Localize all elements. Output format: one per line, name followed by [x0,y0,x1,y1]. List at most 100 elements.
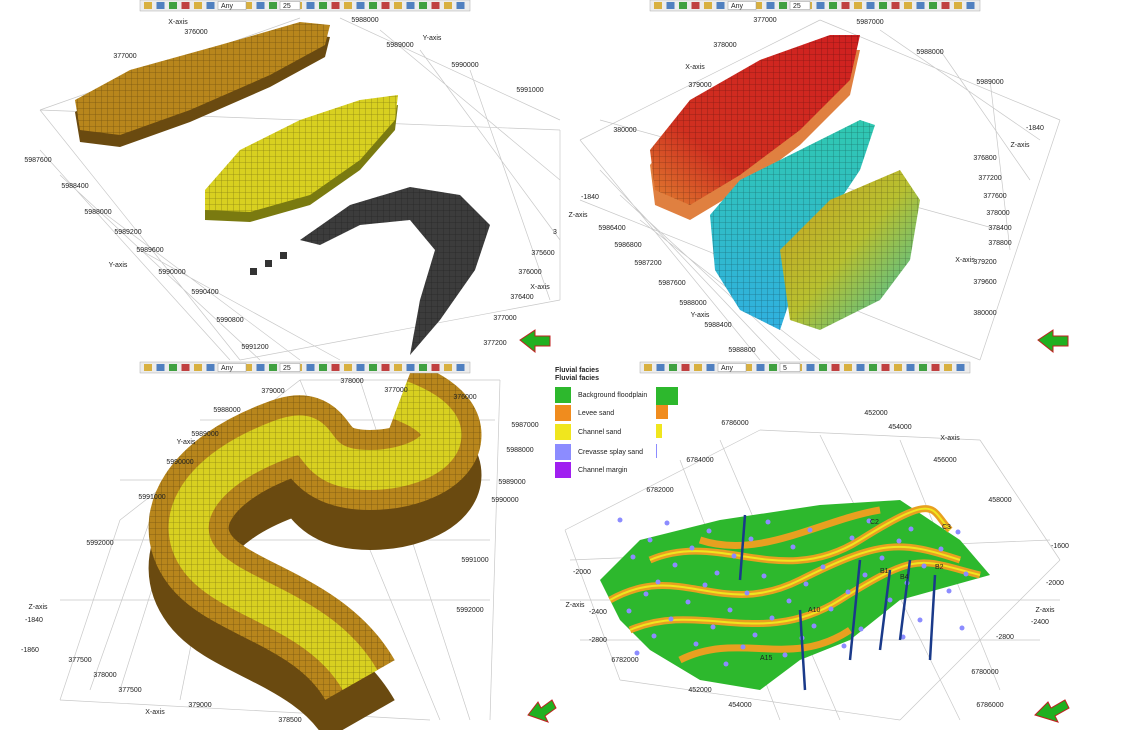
toolbar-icon[interactable] [431,2,440,9]
toolbar-icon[interactable] [356,2,365,9]
toolbar-icon[interactable] [779,2,787,9]
toolbar-icon[interactable] [406,2,415,9]
toolbar-icon[interactable] [879,2,887,9]
toolbar-icon[interactable] [766,2,775,9]
toolbar-icon[interactable] [769,364,777,371]
toolbar-icon[interactable] [381,2,390,9]
toolbar-icon[interactable] [256,364,265,371]
toolbar-icon[interactable] [331,364,340,371]
filter-box[interactable] [217,1,247,10]
toolbar-icon[interactable] [244,2,252,9]
axis-label: X-axis [168,19,188,26]
toolbar-icon[interactable] [854,2,862,9]
toolbar-icon[interactable] [331,2,340,9]
filter-box[interactable] [727,1,757,10]
toolbar-icon[interactable] [704,2,712,9]
toolbar-icon[interactable] [381,364,390,371]
toolbar-icon[interactable] [369,364,377,371]
toolbar-icon[interactable] [654,2,662,9]
toolbar-icon[interactable] [444,364,452,371]
toolbar-icon[interactable] [754,2,762,9]
toolbar-icon[interactable] [156,364,165,371]
toolbar-icon[interactable] [829,2,837,9]
toolbar-icon[interactable] [956,364,965,371]
toolbar-icon[interactable] [894,364,902,371]
splay-dot [862,572,868,578]
toolbar-icon[interactable] [881,364,890,371]
size-box[interactable] [779,363,801,372]
size-box[interactable] [279,1,301,10]
toolbar-icon[interactable] [144,364,152,371]
toolbar-icon[interactable] [819,364,827,371]
toolbar-icon[interactable] [344,364,352,371]
toolbar-icon[interactable] [181,2,190,9]
toolbar-icon[interactable] [256,2,265,9]
filter-box[interactable] [217,363,247,372]
toolbar-icon[interactable] [156,2,165,9]
toolbar-icon[interactable] [394,2,402,9]
toolbar-icon[interactable] [431,364,440,371]
axis-label: Y-axis [177,439,196,446]
toolbar-icon[interactable] [169,2,177,9]
toolbar-icon[interactable] [816,2,825,9]
toolbar-icon[interactable] [356,364,365,371]
toolbar-icon[interactable] [869,364,877,371]
toolbar-icon[interactable] [406,364,415,371]
toolbar-icon[interactable] [919,364,927,371]
toolbar-icon[interactable] [941,2,950,9]
toolbar-icon[interactable] [706,364,715,371]
toolbar-icon[interactable] [931,364,940,371]
toolbar-icon[interactable] [906,364,915,371]
toolbar-icon[interactable] [756,364,765,371]
toolbar-icon[interactable] [891,2,900,9]
toolbar-icon[interactable] [444,2,452,9]
toolbar-icon[interactable] [244,364,252,371]
toolbar-icon[interactable] [306,364,315,371]
toolbar-icon[interactable] [144,2,152,9]
toolbar-icon[interactable] [194,364,202,371]
toolbar-icon[interactable] [694,364,702,371]
toolbar-icon[interactable] [419,364,427,371]
toolbar-icon[interactable] [844,364,852,371]
toolbar-icon[interactable] [319,2,327,9]
toolbar-icon[interactable] [916,2,925,9]
toolbar-icon[interactable] [954,2,962,9]
toolbar-icon[interactable] [904,2,912,9]
toolbar-icon[interactable] [841,2,850,9]
toolbar-icon[interactable] [319,364,327,371]
filter-box[interactable] [717,363,747,372]
toolbar-icon[interactable] [206,364,215,371]
toolbar-icon[interactable] [806,364,815,371]
toolbar-icon[interactable] [169,364,177,371]
toolbar-icon[interactable] [681,364,690,371]
toolbar-icon[interactable] [944,364,952,371]
toolbar-icon[interactable] [679,2,687,9]
toolbar-icon[interactable] [716,2,725,9]
toolbar-icon[interactable] [929,2,937,9]
toolbar-icon[interactable] [656,364,665,371]
toolbar-icon[interactable] [744,364,752,371]
toolbar-icon[interactable] [344,2,352,9]
size-box[interactable] [279,363,301,372]
toolbar-icon[interactable] [181,364,190,371]
toolbar-icon[interactable] [306,2,315,9]
toolbar-icon[interactable] [856,364,865,371]
toolbar-icon[interactable] [394,364,402,371]
toolbar-icon[interactable] [269,364,277,371]
toolbar-icon[interactable] [644,364,652,371]
toolbar-icon[interactable] [669,364,677,371]
size-box[interactable] [789,1,811,10]
toolbar-icon[interactable] [831,364,840,371]
toolbar-icon[interactable] [269,2,277,9]
toolbar-icon[interactable] [456,364,465,371]
toolbar-icon[interactable] [691,2,700,9]
splay-dot [689,545,695,551]
toolbar-icon[interactable] [206,2,215,9]
toolbar-icon[interactable] [456,2,465,9]
toolbar-icon[interactable] [866,2,875,9]
toolbar-icon[interactable] [966,2,975,9]
toolbar-icon[interactable] [419,2,427,9]
toolbar-icon[interactable] [666,2,675,9]
toolbar-icon[interactable] [369,2,377,9]
toolbar-icon[interactable] [194,2,202,9]
